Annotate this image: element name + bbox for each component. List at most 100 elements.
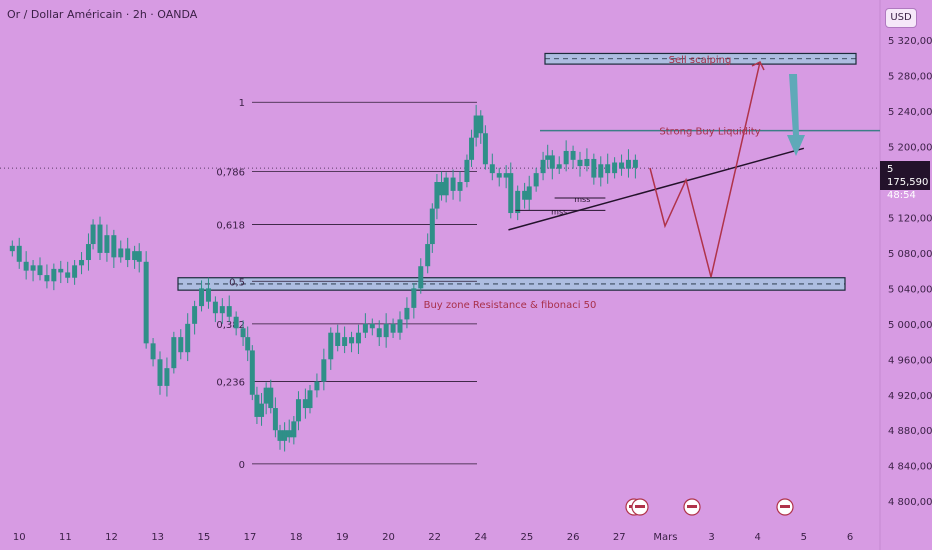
y-tick-label: 5 280,000 xyxy=(888,72,932,83)
candle-body xyxy=(321,359,327,382)
candle-body xyxy=(157,359,163,386)
down-arrow xyxy=(787,74,805,156)
candle-body xyxy=(30,265,36,271)
candle-body xyxy=(44,275,50,282)
y-tick-label: 4 960,000 xyxy=(888,355,932,366)
candle-body xyxy=(404,307,410,320)
current-price-value: 5 175,590 xyxy=(887,164,929,188)
candle-body xyxy=(464,159,470,182)
candle-body xyxy=(16,245,22,262)
x-tick-label: 26 xyxy=(567,532,580,543)
candle-body xyxy=(90,224,96,245)
candle-body xyxy=(282,430,288,441)
candle-body xyxy=(259,403,265,417)
candle-body xyxy=(192,306,198,324)
y-tick-label: 5 240,000 xyxy=(888,107,932,118)
candle-body xyxy=(335,332,341,346)
fib-level-label: 0,236 xyxy=(216,377,245,388)
candle-body xyxy=(605,164,611,174)
candle-body xyxy=(295,399,301,422)
candle-body xyxy=(314,381,320,391)
candle-body xyxy=(233,316,239,329)
mss-label: mss xyxy=(551,207,567,216)
projection-path xyxy=(649,61,761,278)
candle-body xyxy=(51,268,57,282)
candle-body xyxy=(563,150,569,165)
x-tick-label: 13 xyxy=(151,532,164,543)
candle-body xyxy=(328,332,334,360)
candle-body xyxy=(79,260,85,266)
y-tick-label: 4 800,000 xyxy=(888,497,932,508)
fib-level-label: 0,618 xyxy=(216,221,245,232)
candle-body xyxy=(496,173,502,178)
sell-scalping-label: Sell scalping xyxy=(669,55,732,66)
candle-body xyxy=(522,190,528,200)
fib-level-label: 0,5 xyxy=(229,277,245,288)
candle-body xyxy=(254,394,260,417)
candle-body xyxy=(612,162,618,174)
candle-body xyxy=(570,150,576,160)
candle-body xyxy=(545,155,551,160)
candle-body xyxy=(619,162,625,169)
candle-body xyxy=(65,272,71,278)
candle-body xyxy=(58,268,64,273)
x-tick-label: 22 xyxy=(428,532,441,543)
candle-body xyxy=(443,177,449,196)
candle-body xyxy=(473,115,479,138)
candle-body xyxy=(286,430,292,438)
x-tick-label: 10 xyxy=(13,532,26,543)
candle-body xyxy=(556,164,562,169)
x-tick-label: 11 xyxy=(59,532,72,543)
currency-badge[interactable]: USD xyxy=(885,8,917,28)
x-tick-label: 12 xyxy=(105,532,118,543)
chart-title: Or / Dollar Américain · 2h · OANDA xyxy=(7,8,198,21)
x-tick-label: 15 xyxy=(197,532,210,543)
x-tick-label: 24 xyxy=(474,532,487,543)
candle-body xyxy=(23,261,29,271)
candle-body xyxy=(277,430,283,441)
candle-body xyxy=(85,244,91,261)
candle-body xyxy=(355,332,361,344)
candle-body xyxy=(411,288,417,308)
candle-body xyxy=(205,288,211,302)
candle-body xyxy=(302,399,308,409)
candle-body xyxy=(291,421,297,438)
candle-body xyxy=(118,248,124,258)
candle-body xyxy=(425,244,431,267)
current-price-tag: 5 175,590 48:54 xyxy=(880,161,930,201)
candle-body xyxy=(143,261,149,344)
candle-body xyxy=(199,288,205,307)
y-tick-label: 4 840,000 xyxy=(888,462,932,473)
candle-body xyxy=(150,343,156,360)
x-tick-label: 27 xyxy=(613,532,626,543)
candle-body xyxy=(171,337,177,369)
candle-body xyxy=(450,177,456,191)
candle-body xyxy=(469,137,475,160)
fib-level-label: 1 xyxy=(239,98,245,109)
candle-body xyxy=(439,182,445,196)
x-tick-label: 18 xyxy=(290,532,303,543)
x-tick-label: 17 xyxy=(244,532,257,543)
candle-body xyxy=(136,251,142,262)
x-tick-label: Mars xyxy=(653,532,677,543)
candle-body xyxy=(245,337,251,351)
us-flag-stripe-icon xyxy=(687,505,697,508)
candle-body xyxy=(37,265,43,276)
candle-body xyxy=(549,155,555,169)
candle-body xyxy=(591,158,597,178)
y-tick-label: 4 880,000 xyxy=(888,426,932,437)
candle-body xyxy=(478,115,484,134)
candle-body xyxy=(132,251,138,261)
candle-body xyxy=(111,235,117,258)
candle-body xyxy=(503,173,509,178)
countdown-timer: 48:54 xyxy=(887,190,916,201)
candle-body xyxy=(632,159,638,168)
candle-body xyxy=(434,182,440,209)
y-tick-label: 5 120,000 xyxy=(888,213,932,224)
candle-body xyxy=(376,328,382,338)
candle-body xyxy=(268,387,274,409)
x-tick-label: 3 xyxy=(708,532,714,543)
